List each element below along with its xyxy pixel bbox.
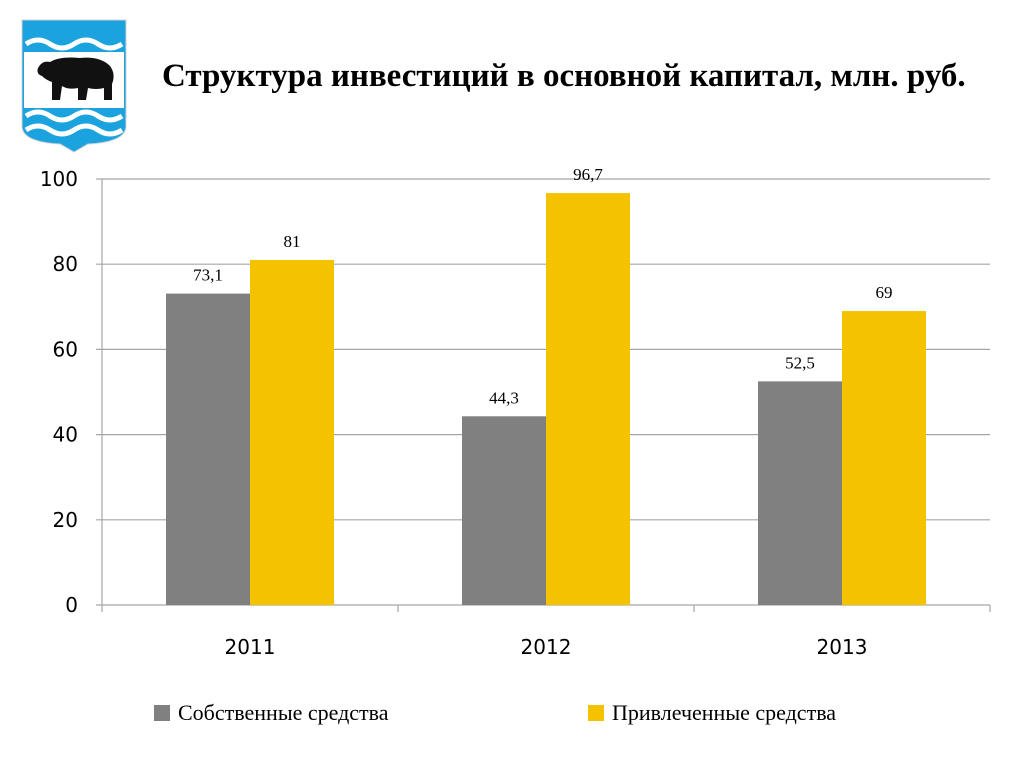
data-label: 52,5 [785, 353, 815, 372]
y-tick-label: 60 [53, 337, 78, 361]
legend-item-attracted: Привлеченные средства [588, 700, 836, 726]
x-category-label: 2012 [521, 635, 572, 659]
bar [250, 259, 334, 605]
legend-swatch-own [154, 705, 170, 721]
y-tick-label: 0 [65, 593, 78, 617]
x-category-label: 2011 [225, 635, 276, 659]
y-tick-label: 100 [40, 167, 78, 191]
data-label: 69 [876, 283, 893, 302]
y-tick-label: 40 [53, 423, 78, 447]
data-label: 73,1 [193, 266, 223, 285]
bear-coat-of-arms-icon [21, 19, 127, 153]
legend-item-own: Собственные средства [154, 700, 389, 726]
bar [842, 311, 926, 605]
legend-label-own: Собственные средства [178, 700, 389, 725]
y-tick-label: 80 [53, 252, 78, 276]
data-label: 44,3 [489, 388, 519, 407]
legend-swatch-attracted [588, 705, 604, 721]
chart-legend: Собственные средства Привлеченные средст… [0, 700, 1024, 730]
x-category-label: 2013 [817, 635, 868, 659]
data-label: 96,7 [573, 165, 603, 184]
bar [462, 416, 546, 605]
data-label: 81 [284, 232, 301, 251]
bar [166, 293, 250, 605]
y-tick-label: 20 [53, 508, 78, 532]
legend-label-attracted: Привлеченные средства [612, 700, 837, 725]
bar-chart: 0 20 40 60 80 100 73,1 81 2011 44,3 96,7 2012 52,5 69… [40, 165, 991, 659]
bar [758, 381, 842, 605]
bar [546, 193, 630, 606]
page-title: Структура инвестиций в основной капитал,… [162, 58, 966, 94]
